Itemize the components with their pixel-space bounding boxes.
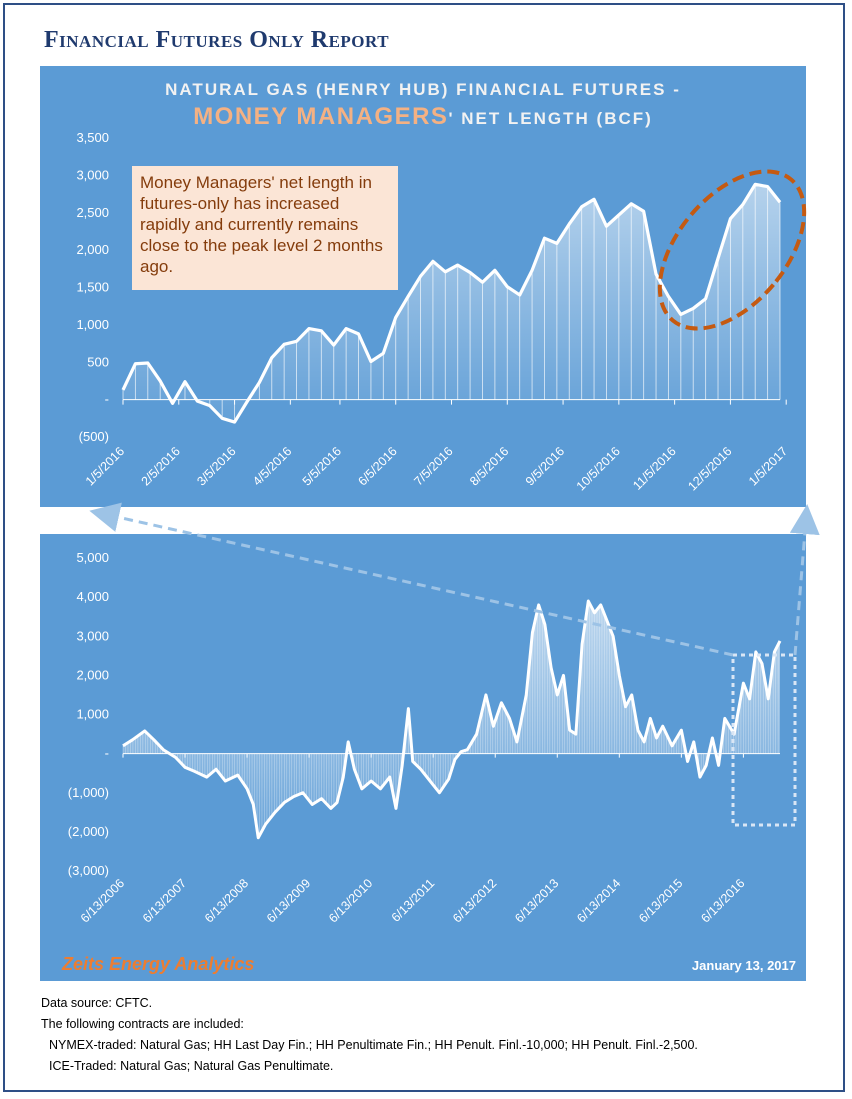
chart-title-line2: MONEY MANAGERS' NET LENGTH (BCF) [40, 103, 806, 131]
chart-title-line1: NATURAL GAS (HENRY HUB) FINANCIAL FUTURE… [165, 80, 681, 99]
net-length-line [122, 599, 782, 840]
top-chart-panel: NATURAL GAS (HENRY HUB) FINANCIAL FUTURE… [40, 66, 807, 507]
net-length-line [121, 182, 782, 424]
y-tick-label: 2,500 [76, 205, 109, 220]
y-tick-label: (500) [79, 429, 109, 444]
contracts-intro: The following contracts are included: [41, 1017, 244, 1031]
x-tick-label: 11/5/2016 [630, 444, 679, 493]
annotation-box: Money Managers' net length in futures-on… [132, 166, 398, 290]
area-fill [123, 601, 780, 838]
y-tick-label: 2,000 [76, 242, 109, 257]
top-chart-svg: 3,5003,0002,5002,0001,5001,000500-(500)1… [76, 130, 807, 493]
highlight-ellipse [657, 169, 807, 331]
zoom-region-box [731, 653, 797, 827]
x-tick-label: 12/5/2016 [685, 444, 734, 493]
y-tick-label: 3,500 [76, 130, 109, 145]
y-tick-label: 4,000 [76, 589, 109, 604]
bottom-chart-svg: 5,000 4,000 3,000 2,000 1,000 - (1,000) (2,000)… [68, 550, 797, 925]
y-tick-label: 1,500 [76, 280, 109, 295]
x-tick-label: 10/5/2016 [574, 444, 623, 493]
ice-contracts: ICE-Traded: Natural Gas; Natural Gas Pen… [49, 1059, 334, 1073]
y-tick-label: (1,000) [68, 785, 109, 800]
y-tick-label: (2,000) [68, 824, 109, 839]
x-tick-label: 6/13/2006 [78, 876, 127, 925]
x-tick-label: 6/13/2008 [202, 876, 251, 925]
report-title: Financial Futures Only Report [44, 27, 390, 53]
date-label: January 13, 2017 [691, 958, 796, 973]
x-tick-label: 6/13/2011 [389, 876, 438, 925]
x-tick-label: 6/13/2009 [264, 876, 313, 925]
bottom-chart-panel: 5,000 4,000 3,000 2,000 1,000 - (1,000) (2,000)… [40, 534, 806, 981]
x-tick-label: 9/5/2016 [523, 444, 567, 488]
x-tick-label: 5/5/2016 [300, 444, 344, 488]
x-tick-label: 6/13/2012 [450, 876, 499, 925]
x-tick-label: 3/5/2016 [194, 444, 238, 488]
x-tick-label: 8/5/2016 [467, 444, 511, 488]
y-tick-label: 1,000 [76, 317, 109, 332]
y-tick-label: 3,000 [76, 628, 109, 643]
y-tick-label: (3,000) [68, 863, 109, 878]
x-tick-label: 6/13/2007 [140, 876, 189, 925]
x-tick-label: 6/13/2010 [326, 876, 375, 925]
x-tick-label: 6/13/2015 [636, 876, 685, 925]
nymex-contracts: NYMEX-traded: Natural Gas; HH Last Day F… [49, 1038, 698, 1052]
x-tick-label: 1/5/2016 [83, 444, 127, 488]
x-tick-label: 6/13/2016 [698, 876, 747, 925]
report-frame [3, 3, 845, 1092]
y-tick-label: 3,000 [76, 167, 109, 182]
area-fill [123, 184, 780, 423]
notes-block: Data source: CFTC. The following contrac… [41, 993, 698, 1077]
x-tick-label: 6/13/2014 [574, 876, 623, 925]
data-source-note: Data source: CFTC. [41, 996, 153, 1010]
chart-title-rest: ' NET LENGTH (BCF) [448, 109, 653, 128]
y-tick-label: 5,000 [76, 550, 109, 565]
y-tick-label: - [105, 746, 109, 761]
y-tick-label: 1,000 [76, 707, 109, 722]
brand-label: Zeits Energy Analytics [62, 954, 255, 974]
x-tick-label: 7/5/2016 [411, 444, 455, 488]
y-tick-label: 500 [87, 354, 109, 369]
y-tick-label: - [105, 392, 109, 407]
x-tick-label: 6/5/2016 [356, 444, 400, 488]
y-tick-label: 2,000 [76, 667, 109, 682]
x-tick-label: 1/5/2017 [746, 444, 790, 488]
x-tick-label: 4/5/2016 [250, 444, 294, 488]
x-tick-label: 2/5/2016 [139, 444, 183, 488]
chart-title-highlight: MONEY MANAGERS [193, 103, 449, 130]
x-tick-label: 6/13/2013 [512, 876, 561, 925]
